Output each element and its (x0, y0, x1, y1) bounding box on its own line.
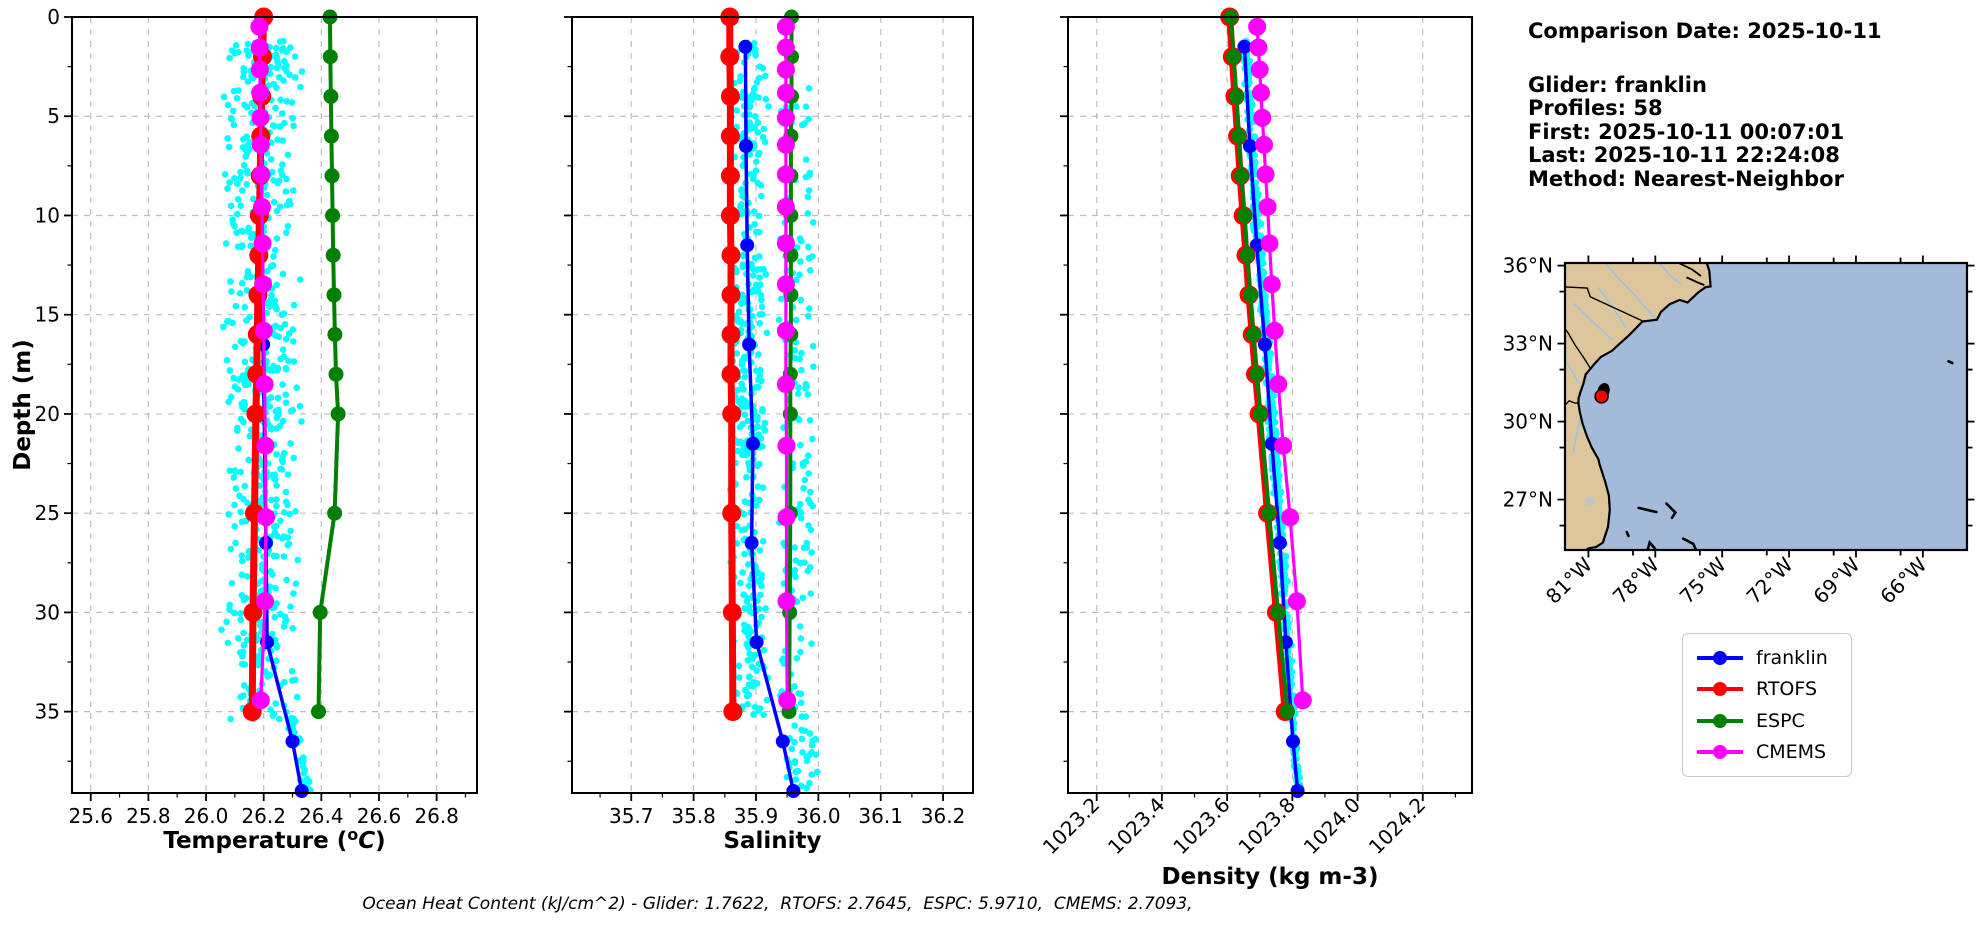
ocean-heat-content-text: Ocean Heat Content (kJ/cm^2) - Glider: 1… (362, 894, 1193, 914)
svg-text:35: 35 (35, 700, 60, 724)
map-ticks (1557, 255, 1975, 558)
map-sounds (1678, 263, 1705, 286)
svg-text:66°W: 66°W (1875, 552, 1931, 608)
legend-label-RTOFS: RTOFS (1756, 678, 1818, 701)
temperature-series-ESPC (311, 9, 346, 720)
svg-text:81°W: 81°W (1541, 552, 1597, 608)
svg-text:26.0: 26.0 (184, 804, 229, 828)
svg-text:1023.2: 1023.2 (1038, 793, 1104, 859)
density-series-CMEMS (1248, 17, 1312, 710)
svg-text:36.0: 36.0 (796, 804, 841, 828)
legend-item-franklin: franklin (1697, 646, 1837, 670)
svg-text:26.8: 26.8 (414, 804, 459, 828)
svg-text:1024.2: 1024.2 (1364, 793, 1430, 859)
salinity-xlabel: Salinity (723, 828, 821, 854)
svg-text:69°W: 69°W (1808, 552, 1864, 608)
svg-text:35.7: 35.7 (609, 804, 654, 828)
svg-text:35.9: 35.9 (734, 804, 779, 828)
svg-text:1023.6: 1023.6 (1168, 793, 1234, 859)
salinity-grid (572, 16, 973, 793)
depth-ylabel: Depth (m) (10, 339, 36, 471)
svg-text:10: 10 (35, 203, 60, 227)
svg-text:15: 15 (35, 303, 60, 327)
svg-text:35.8: 35.8 (671, 804, 716, 828)
legend-item-ESPC: ESPC (1697, 709, 1837, 733)
salinity-series-CMEMS (776, 17, 797, 710)
location-map: 36°N 33°N 30°N 27°N 81°W 78°W 75°W 72°W 69°W 66°W (1503, 254, 1975, 609)
svg-text:1024.0: 1024.0 (1299, 793, 1365, 859)
svg-text:30: 30 (35, 600, 60, 624)
svg-text:26.4: 26.4 (299, 804, 344, 828)
legend-item-CMEMS: CMEMS (1697, 740, 1837, 764)
map-rivers (1565, 263, 1682, 453)
svg-text:72°W: 72°W (1742, 552, 1798, 608)
legend-label-CMEMS: CMEMS (1756, 741, 1827, 764)
legend-label-ESPC: ESPC (1756, 709, 1805, 732)
last-profile-text: Last: 2025-10-11 22:24:08 (1528, 143, 1840, 167)
map-coastline (1577, 263, 1712, 550)
salinity-plot: 35.7 35.8 35.9 36.0 36.1 36.2 Salinity (564, 7, 974, 854)
legend: franklin RTOFS ESPC CMEMS (1682, 633, 1852, 777)
legend-item-RTOFS: RTOFS (1697, 677, 1837, 701)
svg-text:26.6: 26.6 (357, 804, 402, 828)
first-profile-text: First: 2025-10-11 00:07:01 (1528, 119, 1845, 144)
svg-text:0: 0 (47, 5, 60, 29)
svg-text:20: 20 (35, 402, 60, 426)
map-land (1565, 263, 1711, 550)
svg-text:5: 5 (47, 104, 60, 128)
svg-text:1023.8: 1023.8 (1233, 793, 1299, 859)
legend-marker-CMEMS (1697, 742, 1743, 762)
salinity-series-franklin (738, 39, 801, 798)
legend-label-franklin: franklin (1756, 646, 1828, 669)
svg-text:36°N: 36°N (1503, 254, 1553, 278)
svg-text:27°N: 27°N (1503, 488, 1553, 512)
svg-text:1023.4: 1023.4 (1103, 793, 1169, 859)
svg-text:36.1: 36.1 (858, 804, 903, 828)
density-series-ESPC (1223, 9, 1295, 720)
legend-marker-franklin (1697, 648, 1743, 668)
profiles-count-text: Profiles: 58 (1528, 96, 1663, 120)
salinity-glider-scatter (727, 39, 821, 794)
density-xlabel: Density (kg m-3) (1162, 864, 1379, 890)
temperature-tick-labels: 25.6 25.8 26.0 26.2 26.4 26.6 26.8 0 5 10 15 20 25 30… (35, 5, 459, 828)
density-ticks (1060, 16, 1456, 801)
svg-text:25: 25 (35, 501, 60, 525)
svg-text:25.6: 25.6 (68, 804, 113, 828)
svg-text:36.2: 36.2 (921, 804, 966, 828)
svg-text:30°N: 30°N (1503, 410, 1553, 434)
svg-text:25.8: 25.8 (126, 804, 171, 828)
salinity-tick-labels: 35.7 35.8 35.9 36.0 36.1 36.2 (609, 804, 965, 828)
glider-position-marker (1594, 389, 1609, 404)
legend-marker-RTOFS (1697, 679, 1743, 699)
svg-text:33°N: 33°N (1503, 332, 1553, 356)
salinity-ticks (564, 16, 944, 801)
glider-name-text: Glider: franklin (1528, 72, 1707, 97)
map-state-borders (1565, 286, 1643, 406)
svg-text:78°W: 78°W (1608, 552, 1664, 608)
salinity-series-RTOFS (720, 7, 743, 722)
temperature-plot: 25.6 25.8 26.0 26.2 26.4 26.6 26.8 0 5 10 15 20 25 30… (10, 5, 478, 854)
comparison-info-block: Comparison Date: 2025-10-11 Glider: fran… (1528, 19, 1978, 191)
legend-marker-ESPC (1697, 711, 1743, 731)
map-islands-bahamas-bermuda (1625, 360, 1954, 550)
comparison-date-text: Comparison Date: 2025-10-11 (1528, 19, 1882, 43)
temperature-xlabel: Temperature (oC) (163, 825, 385, 854)
svg-text:75°W: 75°W (1675, 552, 1731, 608)
temperature-series-CMEMS (250, 17, 275, 710)
method-text: Method: Nearest-Neighbor (1528, 166, 1844, 191)
map-lake-okeechobee (1584, 496, 1595, 506)
density-grid (1068, 16, 1472, 793)
temperature-ticks (64, 16, 467, 801)
svg-text:26.2: 26.2 (241, 804, 286, 828)
